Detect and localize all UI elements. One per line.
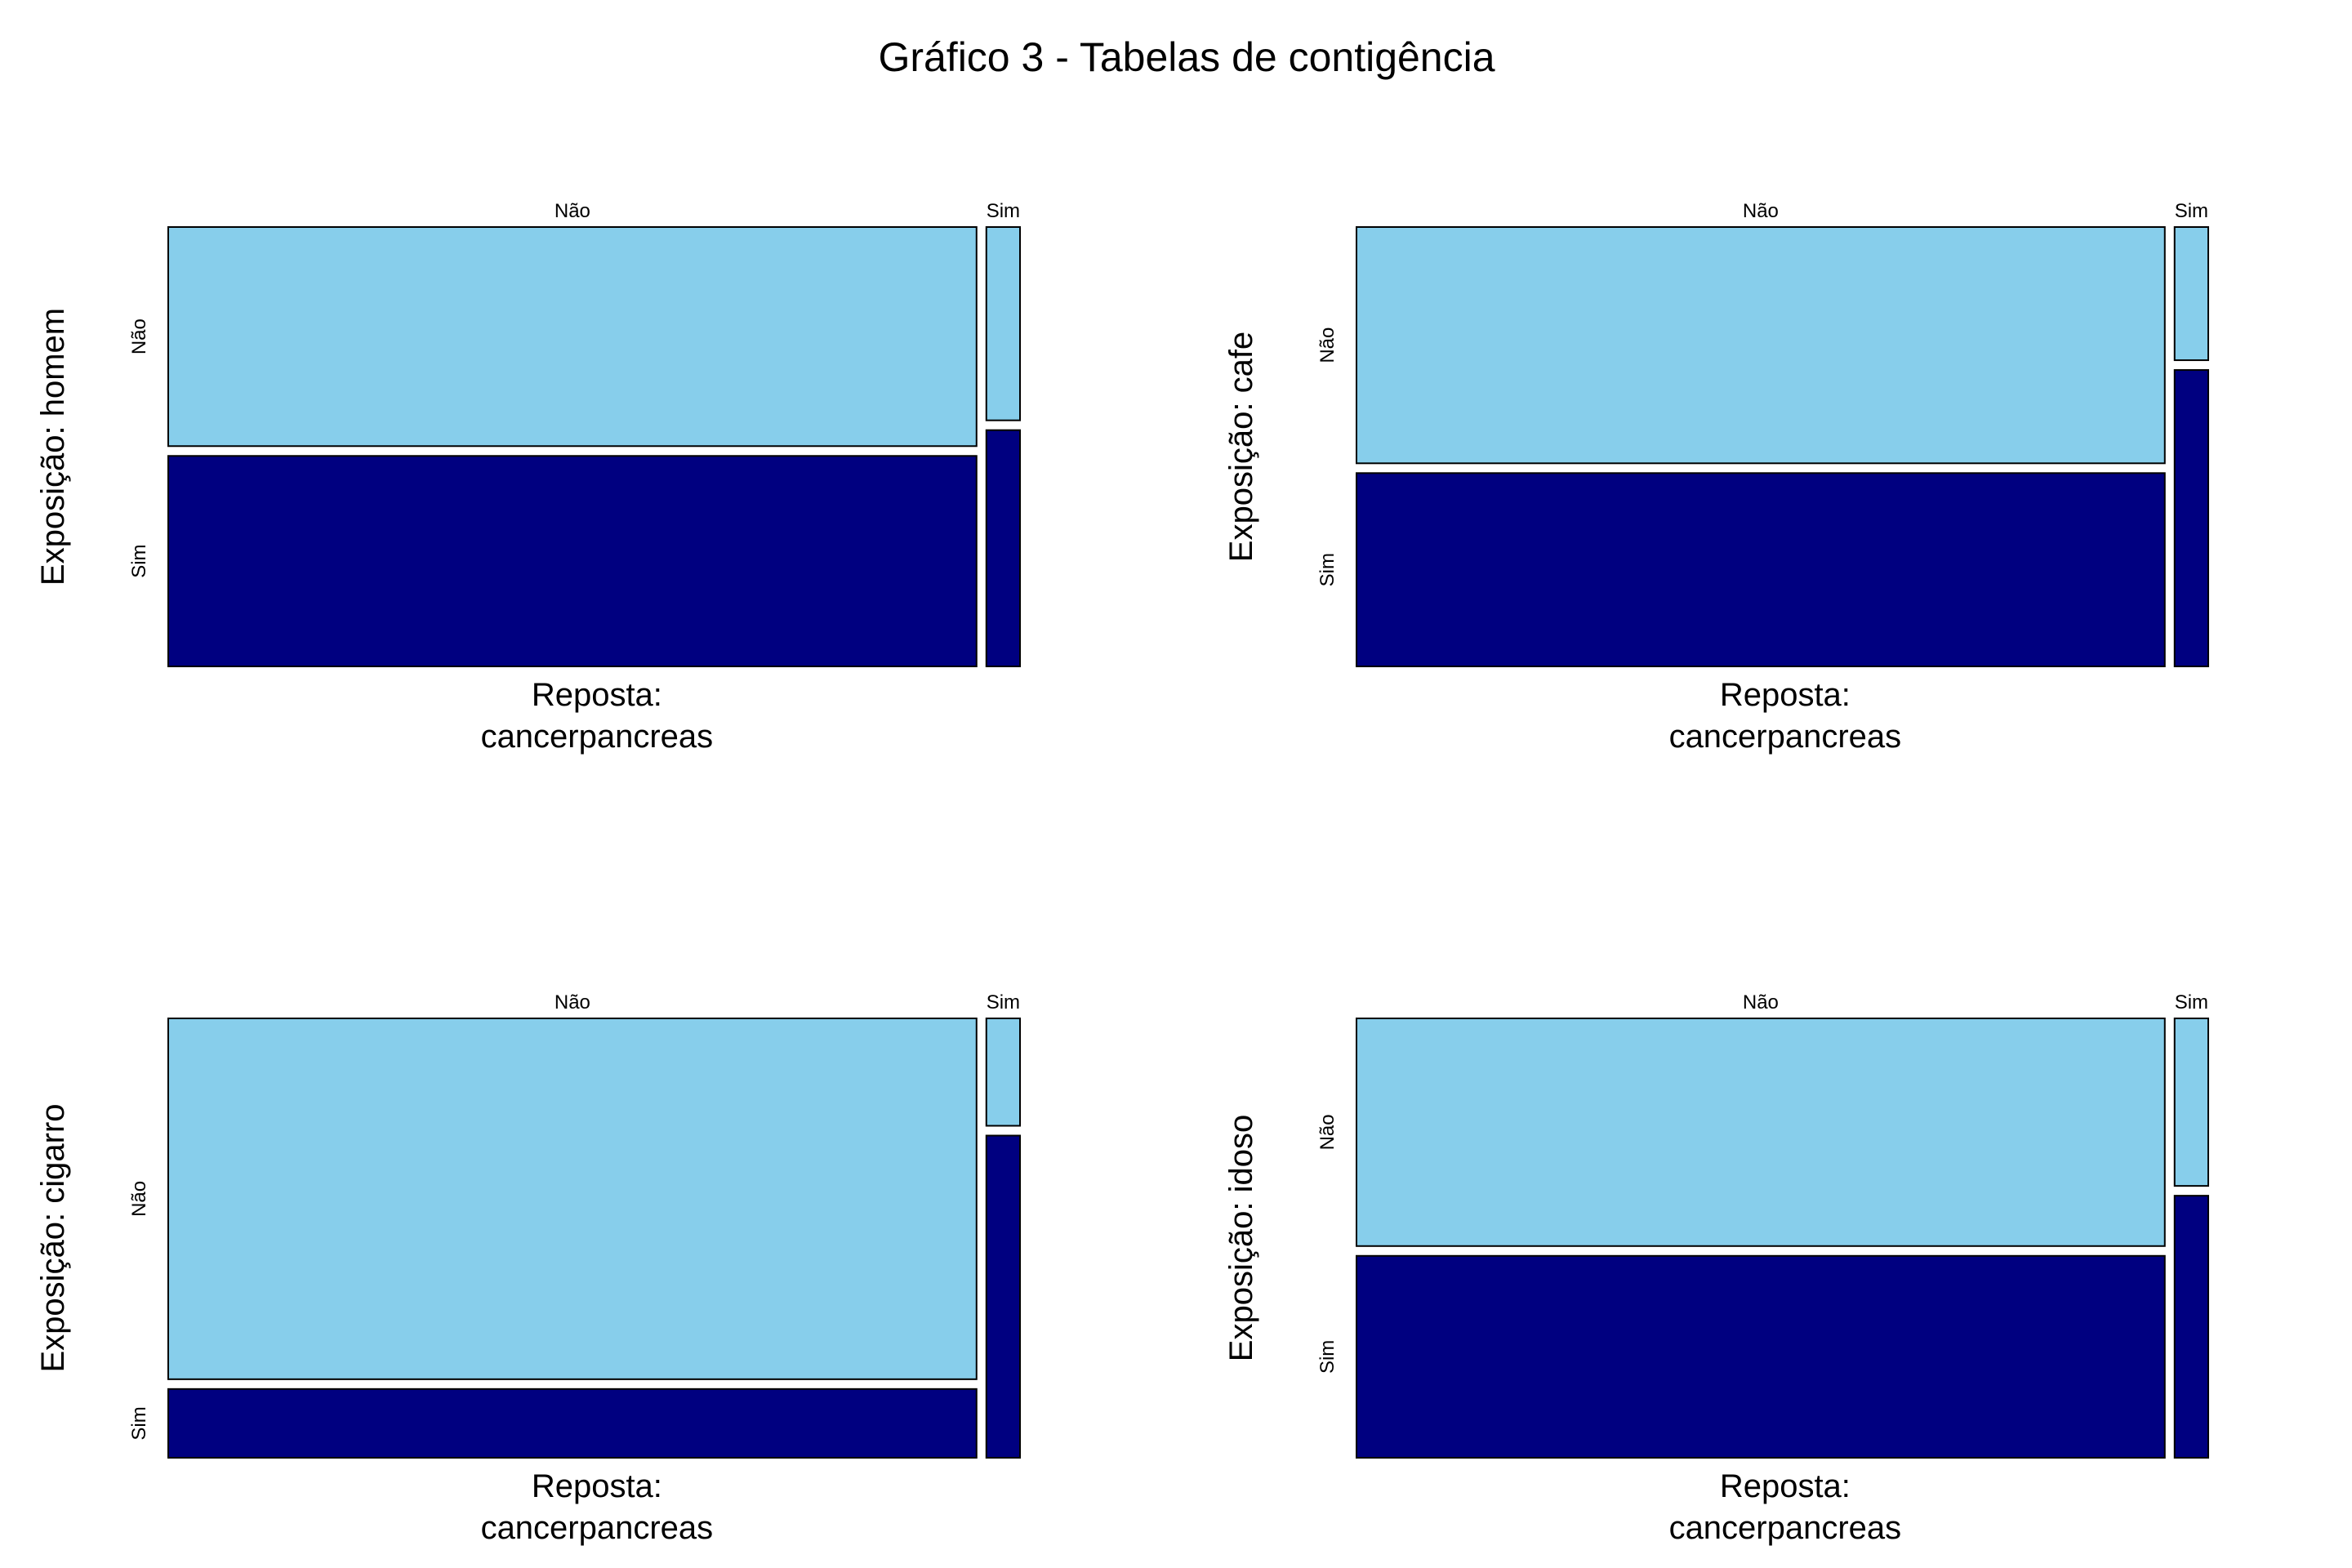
exposure-label-nao: Não [1316,327,1339,363]
mosaic-panel-4: Não Sim Não Sim Exposição: idoso Reposta: canc… [1223,991,2210,1546]
response-label-nao: Não [555,991,590,1013]
cell-response-nao-exposure-nao [1356,226,2166,465]
cell-response-nao-exposure-nao [167,1018,978,1380]
response-label-sim: Sim [2175,991,2208,1013]
x-axis-title-line1: Reposta: [532,677,662,713]
exposure-label-nao: Não [128,1181,150,1217]
mosaic-panel-2: Não Sim Não Sim Exposição: cafe Reposta: cance… [1223,200,2210,755]
cell-response-nao-exposure-sim [167,455,978,667]
y-axis-title: Exposição: cigarro [35,1103,71,1372]
response-label-nao: Não [1743,991,1779,1013]
cell-response-sim-exposure-nao [985,226,1022,421]
response-label-sim: Sim [987,991,1020,1013]
x-axis-title-line2: cancerpancreas [1669,719,1902,755]
x-axis-title-line2: cancerpancreas [481,1510,714,1546]
cell-response-nao-exposure-sim [1356,472,2166,667]
exposure-label-sim: Sim [128,544,150,577]
exposure-label-sim: Sim [128,1406,150,1440]
response-label-sim: Sim [2175,200,2208,222]
x-axis-title-line1: Reposta: [532,1468,662,1504]
response-label-nao: Não [555,200,590,222]
y-axis-title: Exposição: homem [35,308,71,586]
cell-response-sim-exposure-sim [985,429,1022,667]
mosaic-panel-3: Não Sim Não Sim Exposição: cigarro Reposta: ca… [35,991,1022,1546]
y-axis-title: Exposição: cafe [1223,332,1259,562]
cell-response-nao-exposure-sim [1356,1254,2166,1459]
x-axis-title-line1: Reposta: [1720,677,1851,713]
exposure-label-nao: Não [128,318,150,354]
mosaic-panel-1: Não Sim Não Sim Exposição: homem Reposta: canc… [35,200,1022,755]
cell-response-sim-exposure-sim [2173,1195,2210,1459]
y-axis-title: Exposição: idoso [1223,1115,1259,1361]
response-label-nao: Não [1743,200,1779,222]
cell-response-sim-exposure-sim [985,1134,1022,1459]
panels-container: Não Sim Não Sim Exposição: homem Reposta: canc… [35,200,2210,1546]
exposure-label-sim: Sim [1316,553,1339,586]
x-axis-title-line1: Reposta: [1720,1468,1851,1504]
cell-response-nao-exposure-nao [167,226,978,448]
cell-response-sim-exposure-nao [985,1018,1022,1127]
cell-response-sim-exposure-sim [2173,369,2210,667]
x-axis-title-line2: cancerpancreas [1669,1510,1902,1546]
exposure-label-sim: Sim [1316,1340,1339,1374]
response-label-sim: Sim [987,200,1020,222]
cell-response-sim-exposure-nao [2173,226,2210,362]
cell-response-nao-exposure-nao [1356,1018,2166,1247]
figure-title: Gráfico 3 - Tabelas de contigência [878,34,1494,80]
cell-response-sim-exposure-nao [2173,1018,2210,1187]
x-axis-title-line2: cancerpancreas [481,719,714,755]
cell-response-nao-exposure-sim [167,1388,978,1459]
exposure-label-nao: Não [1316,1114,1339,1150]
